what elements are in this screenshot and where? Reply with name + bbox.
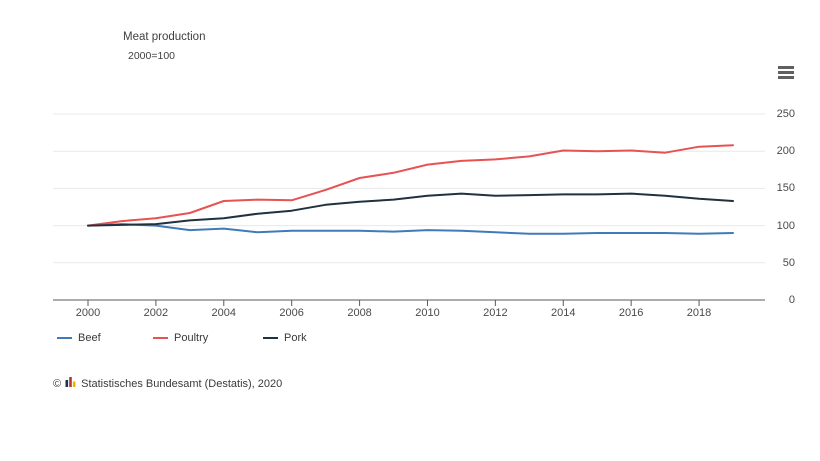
destatis-logo-icon [65,376,77,391]
legend-item-poultry[interactable]: Poultry [153,332,208,344]
x-axis-label-2008: 2008 [347,307,372,319]
series-line-pork[interactable] [87,192,734,227]
x-axis-label-2004: 2004 [211,307,237,319]
x-axis-label-2018: 2018 [686,307,712,319]
x-axis-label-2000: 2000 [75,307,101,319]
x-axis-label-2002: 2002 [143,307,169,319]
legend-marker-poultry-icon [153,337,168,339]
x-axis-label-2006: 2006 [279,307,304,319]
legend-marker-beef-icon [57,337,72,339]
legend-label: Beef [78,332,101,344]
credits: © Statistisches Bundesamt (Destatis), 20… [53,376,282,391]
y-axis-label-100: 100 [776,219,795,232]
x-axis-label-2010: 2010 [415,307,440,319]
legend-item-pork[interactable]: Pork [263,332,307,344]
legend-label: Poultry [174,332,209,344]
y-axis-label-50: 50 [782,256,795,269]
y-axis-label-150: 150 [776,182,795,195]
x-axis-label-2016: 2016 [618,307,644,319]
x-axis-label-2014: 2014 [551,307,576,319]
chart-title: Meat production [123,31,206,43]
copyright-symbol: © [53,377,62,390]
y-axis-label-250: 250 [776,108,795,120]
series-line-poultry[interactable] [87,144,734,227]
chart-context-menu-button[interactable] [776,64,797,83]
x-axis-label-2012: 2012 [483,307,508,319]
legend-label: Pork [284,332,307,344]
y-axis-label-200: 200 [776,145,795,158]
chart-subtitle: 2000=100 [128,50,176,62]
legend-marker-pork-icon [263,337,278,339]
y-axis-label-0: 0 [788,294,795,306]
legend-item-beef[interactable]: Beef [57,332,101,344]
series-line-beef[interactable] [87,223,734,235]
hamburger-menu-icon [778,66,795,79]
credits-link[interactable]: Statistisches Bundesamt (Destatis), 2020 [81,377,283,390]
